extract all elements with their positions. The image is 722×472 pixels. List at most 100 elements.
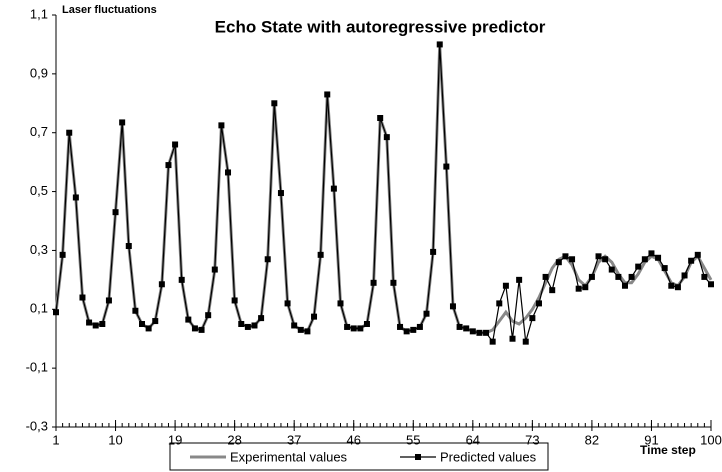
y-tick-label: 0,1 <box>30 301 48 316</box>
data-point <box>595 253 602 260</box>
data-point <box>502 282 509 289</box>
data-point <box>238 321 245 327</box>
data-point <box>582 284 589 291</box>
data-point <box>483 329 490 336</box>
x-tick-label: 91 <box>644 432 658 447</box>
data-point <box>225 169 232 176</box>
data-point <box>701 273 708 280</box>
data-point <box>311 313 318 320</box>
series-line <box>55 44 712 344</box>
data-point <box>674 284 681 291</box>
data-point <box>542 273 549 280</box>
data-point <box>383 134 390 141</box>
data-point <box>469 328 476 335</box>
legend-box <box>169 442 549 471</box>
data-point <box>410 326 417 333</box>
data-point <box>635 263 642 270</box>
data-point <box>416 323 423 330</box>
data-point <box>423 310 430 317</box>
data-point <box>277 190 284 197</box>
data-point <box>172 141 179 148</box>
data-point <box>516 276 523 283</box>
x-tick-label: 10 <box>108 432 122 447</box>
data-point <box>449 303 456 310</box>
data-point <box>688 257 695 264</box>
data-point <box>456 323 463 330</box>
x-tick-label: 28 <box>227 432 241 447</box>
x-tick-label: 100 <box>700 432 722 447</box>
data-point <box>145 325 152 332</box>
series-line <box>54 44 713 335</box>
y-tick-label: 0,3 <box>30 242 48 257</box>
data-point <box>324 91 331 98</box>
data-point <box>588 273 595 280</box>
data-point <box>535 300 542 307</box>
legend-label: Experimental values <box>230 449 348 464</box>
chart-title: Echo State with autoregressive predictor <box>215 17 546 36</box>
data-point <box>522 338 529 345</box>
y-tick-label: 0,9 <box>30 65 48 80</box>
data-point <box>92 322 99 329</box>
data-point <box>661 265 668 272</box>
data-point <box>291 322 298 329</box>
data-point <box>628 273 635 280</box>
x-tick-label: 73 <box>525 432 539 447</box>
data-point <box>641 256 648 263</box>
data-point <box>509 335 516 342</box>
data-point <box>621 282 628 289</box>
data-point <box>152 318 159 325</box>
data-point <box>317 251 324 258</box>
x-tick-label: 37 <box>287 432 301 447</box>
data-point <box>105 297 112 304</box>
data-point <box>337 300 344 307</box>
data-point <box>271 100 278 107</box>
data-point <box>668 282 675 289</box>
data-point <box>79 294 86 301</box>
legend-label: Predicted values <box>440 449 537 464</box>
data-point <box>53 309 59 316</box>
x-tick-label: 46 <box>346 432 360 447</box>
data-point <box>119 119 126 126</box>
x-tick-label: 55 <box>406 432 420 447</box>
data-point <box>264 256 271 263</box>
data-point <box>489 338 496 345</box>
data-point <box>132 307 139 314</box>
data-point <box>555 259 562 266</box>
data-point <box>708 281 714 288</box>
data-point <box>185 316 192 323</box>
data-point <box>178 276 185 283</box>
data-point <box>443 163 450 170</box>
x-tick-label: 82 <box>585 432 599 447</box>
data-point <box>476 329 483 336</box>
data-point <box>211 266 218 273</box>
data-point <box>297 326 304 333</box>
data-point <box>463 325 470 332</box>
data-point <box>549 287 556 294</box>
data-point <box>403 328 410 335</box>
data-point <box>390 279 397 286</box>
data-point <box>430 248 437 255</box>
data-point <box>648 250 655 257</box>
data-point <box>681 272 688 279</box>
data-point <box>244 323 251 330</box>
y-tick-label: -0,3 <box>26 418 48 433</box>
data-point <box>72 194 79 201</box>
x-tick-label: 19 <box>168 432 182 447</box>
data-point <box>99 321 106 327</box>
data-point <box>496 300 503 307</box>
data-point <box>655 254 662 261</box>
data-point <box>112 209 119 216</box>
data-point <box>694 251 701 258</box>
data-point <box>125 243 132 250</box>
data-point <box>165 162 172 169</box>
data-point <box>357 325 364 332</box>
data-point <box>344 323 351 330</box>
y-tick-label: 0,5 <box>30 183 48 198</box>
data-point <box>198 326 205 333</box>
data-point <box>370 279 377 286</box>
data-point <box>86 319 93 326</box>
y-tick-label: 0,7 <box>30 124 48 139</box>
data-point <box>615 273 622 280</box>
x-tick-label: 64 <box>466 432 480 447</box>
y-tick-label: -0,1 <box>26 360 48 375</box>
